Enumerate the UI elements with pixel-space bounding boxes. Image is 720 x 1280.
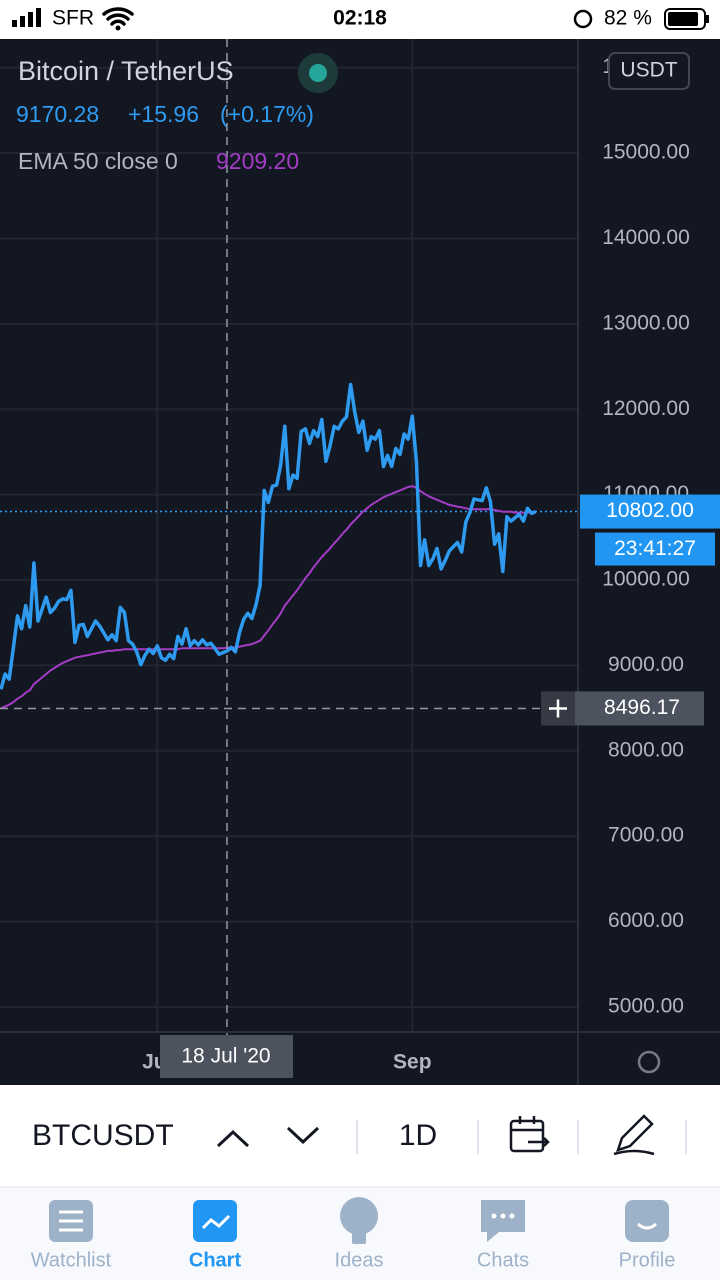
tab-label[interactable]: Ideas bbox=[335, 1249, 384, 1271]
y-tick-label: 15000.00 bbox=[602, 141, 690, 164]
wifi-dot bbox=[115, 25, 121, 31]
y-tick-label: 14000.00 bbox=[602, 226, 690, 249]
chart-icon[interactable] bbox=[193, 1200, 237, 1242]
y-tick-label: 13000.00 bbox=[602, 311, 690, 334]
tab-label[interactable]: Chart bbox=[189, 1249, 242, 1271]
symbol-title: Bitcoin / TetherUS bbox=[18, 56, 234, 86]
last-price-box bbox=[580, 494, 720, 529]
profile-smile[interactable] bbox=[637, 1222, 657, 1230]
add-alert-icon[interactable] bbox=[549, 699, 567, 718]
x-tick-label: Sep bbox=[393, 1051, 432, 1074]
tab-label[interactable]: Profile bbox=[619, 1249, 676, 1271]
price: 9170.28 bbox=[16, 101, 99, 127]
last-price-label: 10802.00 bbox=[606, 499, 694, 522]
battery-icon bbox=[664, 8, 706, 30]
toolbar-symbol[interactable]: BTCUSDT bbox=[32, 1119, 174, 1152]
next-symbol[interactable] bbox=[286, 1126, 320, 1145]
change: +15.96 bbox=[128, 101, 199, 127]
lock-icon bbox=[573, 9, 593, 29]
y-tick-label: 9000.00 bbox=[608, 653, 684, 676]
profile-icon[interactable] bbox=[625, 1200, 669, 1242]
y-tick-label: 12000.00 bbox=[602, 397, 690, 420]
carrier: SFR bbox=[52, 7, 94, 30]
interval[interactable]: 1D bbox=[399, 1119, 437, 1152]
status-bar bbox=[0, 0, 720, 39]
crosshair-date-label: 18 Jul '20 bbox=[181, 1045, 270, 1068]
chart-icon-line[interactable] bbox=[201, 1214, 231, 1230]
ideas-icon-base[interactable] bbox=[352, 1230, 366, 1244]
indicator-value: 9209.20 bbox=[216, 148, 299, 174]
currency-badge[interactable] bbox=[608, 52, 690, 90]
crosshair-date-box bbox=[160, 1035, 293, 1078]
y-tick-label: 7000.00 bbox=[608, 824, 684, 847]
tab-label[interactable]: Chats bbox=[477, 1249, 529, 1271]
y-tick-label: 8000.00 bbox=[608, 738, 684, 761]
drawing-icon[interactable] bbox=[613, 1114, 655, 1156]
y-tick-label: 10000.00 bbox=[602, 568, 690, 591]
date-range-icon[interactable] bbox=[509, 1116, 550, 1153]
toolbar bbox=[0, 1085, 720, 1187]
previous-symbol[interactable] bbox=[216, 1129, 250, 1148]
indicator-name: EMA 50 close 0 bbox=[18, 148, 178, 174]
signal-icon bbox=[12, 8, 41, 27]
ema-series bbox=[0, 485, 536, 710]
battery-tip bbox=[706, 15, 709, 23]
clock: 02:18 bbox=[333, 7, 387, 30]
watchlist-lines[interactable] bbox=[59, 1210, 83, 1232]
price-series bbox=[0, 382, 537, 690]
change-percent: (+0.17%) bbox=[220, 101, 314, 127]
y-tick-label: 5000.00 bbox=[608, 995, 684, 1018]
chats-icon[interactable] bbox=[481, 1200, 525, 1242]
settings-icon[interactable] bbox=[637, 1050, 661, 1074]
battery-level bbox=[668, 12, 698, 26]
countdown-label: 23:41:27 bbox=[614, 537, 696, 560]
tab-label[interactable]: Watchlist bbox=[31, 1249, 112, 1271]
crosshair-price-label: 8496.17 bbox=[604, 696, 680, 719]
chats-dot[interactable] bbox=[509, 1213, 515, 1219]
y-tick-label: 6000.00 bbox=[608, 909, 684, 932]
currency[interactable]: USDT bbox=[620, 59, 677, 82]
countdown-box bbox=[595, 532, 715, 566]
market-status-dot bbox=[309, 64, 327, 82]
wifi-icon bbox=[102, 7, 134, 26]
battery-percent: 82 % bbox=[604, 7, 652, 30]
chats-dot[interactable] bbox=[500, 1213, 506, 1219]
chats-dot[interactable] bbox=[491, 1213, 497, 1219]
ideas-icon[interactable] bbox=[340, 1197, 378, 1235]
